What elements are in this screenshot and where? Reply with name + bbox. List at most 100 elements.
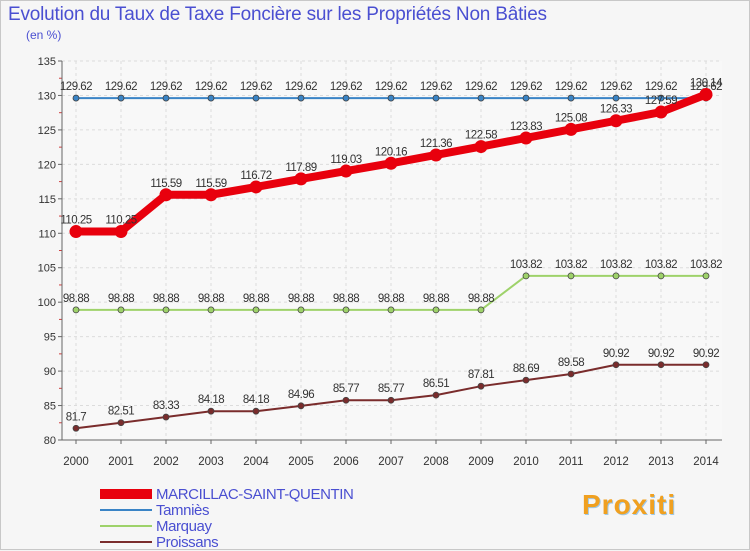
data-label-marquay: 98.88 bbox=[288, 293, 314, 305]
data-point-marcillac-saint-quentin bbox=[564, 122, 578, 136]
data-label-marcillac-saint-quentin: 122.58 bbox=[465, 130, 497, 142]
data-point-marcillac-saint-quentin bbox=[294, 172, 308, 186]
data-label-tamnies: 129.62 bbox=[420, 81, 452, 93]
data-label-tamnies: 129.62 bbox=[105, 81, 137, 93]
data-label-marquay: 98.88 bbox=[423, 293, 449, 305]
legend-item-marcillac: MARCILLAC-SAINT-QUENTIN bbox=[100, 486, 354, 502]
legend-item-marquay: Marquay bbox=[100, 518, 354, 534]
data-point-marquay bbox=[702, 272, 710, 280]
data-label-marcillac-saint-quentin: 110.25 bbox=[60, 215, 91, 227]
data-label-marquay: 98.88 bbox=[63, 293, 89, 305]
data-point-tamnies bbox=[567, 94, 575, 102]
data-point-proissans bbox=[612, 361, 620, 369]
y-tick-label: 95 bbox=[44, 332, 56, 344]
data-label-tamnies: 129.62 bbox=[150, 81, 182, 93]
data-label-proissans: 81.7 bbox=[66, 411, 86, 423]
data-label-proissans: 86.51 bbox=[423, 378, 449, 390]
data-point-tamnies bbox=[522, 94, 530, 102]
data-label-tamnies: 129.62 bbox=[60, 81, 92, 93]
y-tick-label: 110 bbox=[38, 228, 56, 240]
data-point-proissans bbox=[432, 391, 440, 399]
data-point-tamnies bbox=[477, 94, 485, 102]
data-point-proissans bbox=[72, 424, 80, 432]
data-label-marquay: 98.88 bbox=[333, 293, 359, 305]
data-point-marcillac-saint-quentin bbox=[699, 87, 713, 101]
legend-label-marcillac: MARCILLAC-SAINT-QUENTIN bbox=[156, 485, 354, 503]
data-label-marquay: 103.82 bbox=[555, 259, 587, 271]
data-point-marcillac-saint-quentin bbox=[159, 188, 173, 202]
chart-legend: MARCILLAC-SAINT-QUENTIN Tamniès Marquay … bbox=[100, 486, 354, 550]
data-point-marcillac-saint-quentin bbox=[69, 225, 83, 239]
y-tick-label: 135 bbox=[38, 56, 56, 68]
data-point-marquay bbox=[477, 306, 485, 314]
data-label-tamnies: 129.62 bbox=[375, 81, 407, 93]
data-point-proissans bbox=[252, 407, 260, 415]
data-label-tamnies: 129.62 bbox=[330, 81, 362, 93]
data-point-tamnies bbox=[72, 94, 80, 102]
data-label-marcillac-saint-quentin: 127.59 bbox=[645, 95, 677, 107]
data-label-marquay: 98.88 bbox=[153, 293, 179, 305]
data-point-marquay bbox=[342, 306, 350, 314]
y-tick-label: 85 bbox=[44, 401, 56, 413]
data-label-tamnies: 129.62 bbox=[690, 81, 722, 93]
data-point-proissans bbox=[162, 413, 170, 421]
chart-title: Evolution du Taux de Taxe Foncière sur l… bbox=[8, 4, 547, 25]
data-point-proissans bbox=[117, 419, 125, 427]
data-point-marquay bbox=[297, 306, 305, 314]
x-tick-label: 2014 bbox=[693, 456, 719, 468]
data-point-marquay bbox=[387, 306, 395, 314]
legend-swatch-marcillac bbox=[100, 489, 152, 499]
legend-label-tamnies: Tamniès bbox=[156, 501, 210, 519]
data-label-marcillac-saint-quentin: 117.89 bbox=[285, 162, 316, 174]
data-label-proissans: 84.18 bbox=[198, 394, 224, 406]
data-point-tamnies bbox=[207, 94, 215, 102]
proxiti-logo: Proxiti bbox=[582, 489, 677, 520]
data-point-proissans bbox=[522, 376, 530, 384]
data-point-tamnies bbox=[117, 94, 125, 102]
data-point-marquay bbox=[522, 272, 530, 280]
x-tick-label: 2005 bbox=[288, 456, 314, 468]
data-point-marcillac-saint-quentin bbox=[519, 131, 533, 145]
x-tick-label: 2010 bbox=[513, 456, 539, 468]
data-point-tamnies bbox=[612, 94, 620, 102]
data-point-proissans bbox=[477, 382, 485, 390]
data-point-marquay bbox=[117, 306, 125, 314]
data-point-tamnies bbox=[387, 94, 395, 102]
data-point-marcillac-saint-quentin bbox=[204, 188, 218, 202]
data-label-marcillac-saint-quentin: 115.59 bbox=[150, 178, 181, 190]
data-point-proissans bbox=[657, 361, 665, 369]
data-point-marcillac-saint-quentin bbox=[429, 148, 443, 162]
x-tick-label: 2009 bbox=[468, 456, 494, 468]
data-point-marquay bbox=[657, 272, 665, 280]
data-label-marcillac-saint-quentin: 115.59 bbox=[195, 178, 226, 190]
x-tick-label: 2008 bbox=[423, 456, 449, 468]
data-point-marcillac-saint-quentin bbox=[384, 156, 398, 170]
data-point-proissans bbox=[207, 407, 215, 415]
data-label-proissans: 83.33 bbox=[153, 400, 179, 412]
data-point-proissans bbox=[297, 402, 305, 410]
data-point-tamnies bbox=[252, 94, 260, 102]
y-tick-label: 90 bbox=[44, 366, 56, 378]
data-label-marquay: 103.82 bbox=[645, 259, 677, 271]
data-point-proissans bbox=[342, 396, 350, 404]
data-label-marquay: 98.88 bbox=[108, 293, 134, 305]
data-label-marcillac-saint-quentin: 120.16 bbox=[375, 146, 407, 158]
data-label-tamnies: 129.62 bbox=[285, 81, 317, 93]
data-label-proissans: 85.77 bbox=[333, 383, 359, 395]
data-label-marcillac-saint-quentin: 116.72 bbox=[240, 170, 271, 182]
data-label-proissans: 84.96 bbox=[288, 389, 314, 401]
data-point-marquay bbox=[252, 306, 260, 314]
x-tick-label: 2011 bbox=[559, 456, 584, 468]
x-tick-label: 2003 bbox=[198, 456, 224, 468]
data-point-marcillac-saint-quentin bbox=[609, 114, 623, 128]
data-label-marcillac-saint-quentin: 125.08 bbox=[555, 112, 587, 124]
data-point-marquay bbox=[567, 272, 575, 280]
data-label-marquay: 98.88 bbox=[378, 293, 404, 305]
y-tick-label: 125 bbox=[38, 125, 56, 137]
y-tick-label: 130 bbox=[38, 90, 56, 102]
x-tick-label: 2002 bbox=[153, 456, 179, 468]
data-label-marquay: 98.88 bbox=[468, 293, 494, 305]
data-label-marquay: 98.88 bbox=[198, 293, 224, 305]
data-point-proissans bbox=[567, 370, 575, 378]
data-point-marquay bbox=[432, 306, 440, 314]
